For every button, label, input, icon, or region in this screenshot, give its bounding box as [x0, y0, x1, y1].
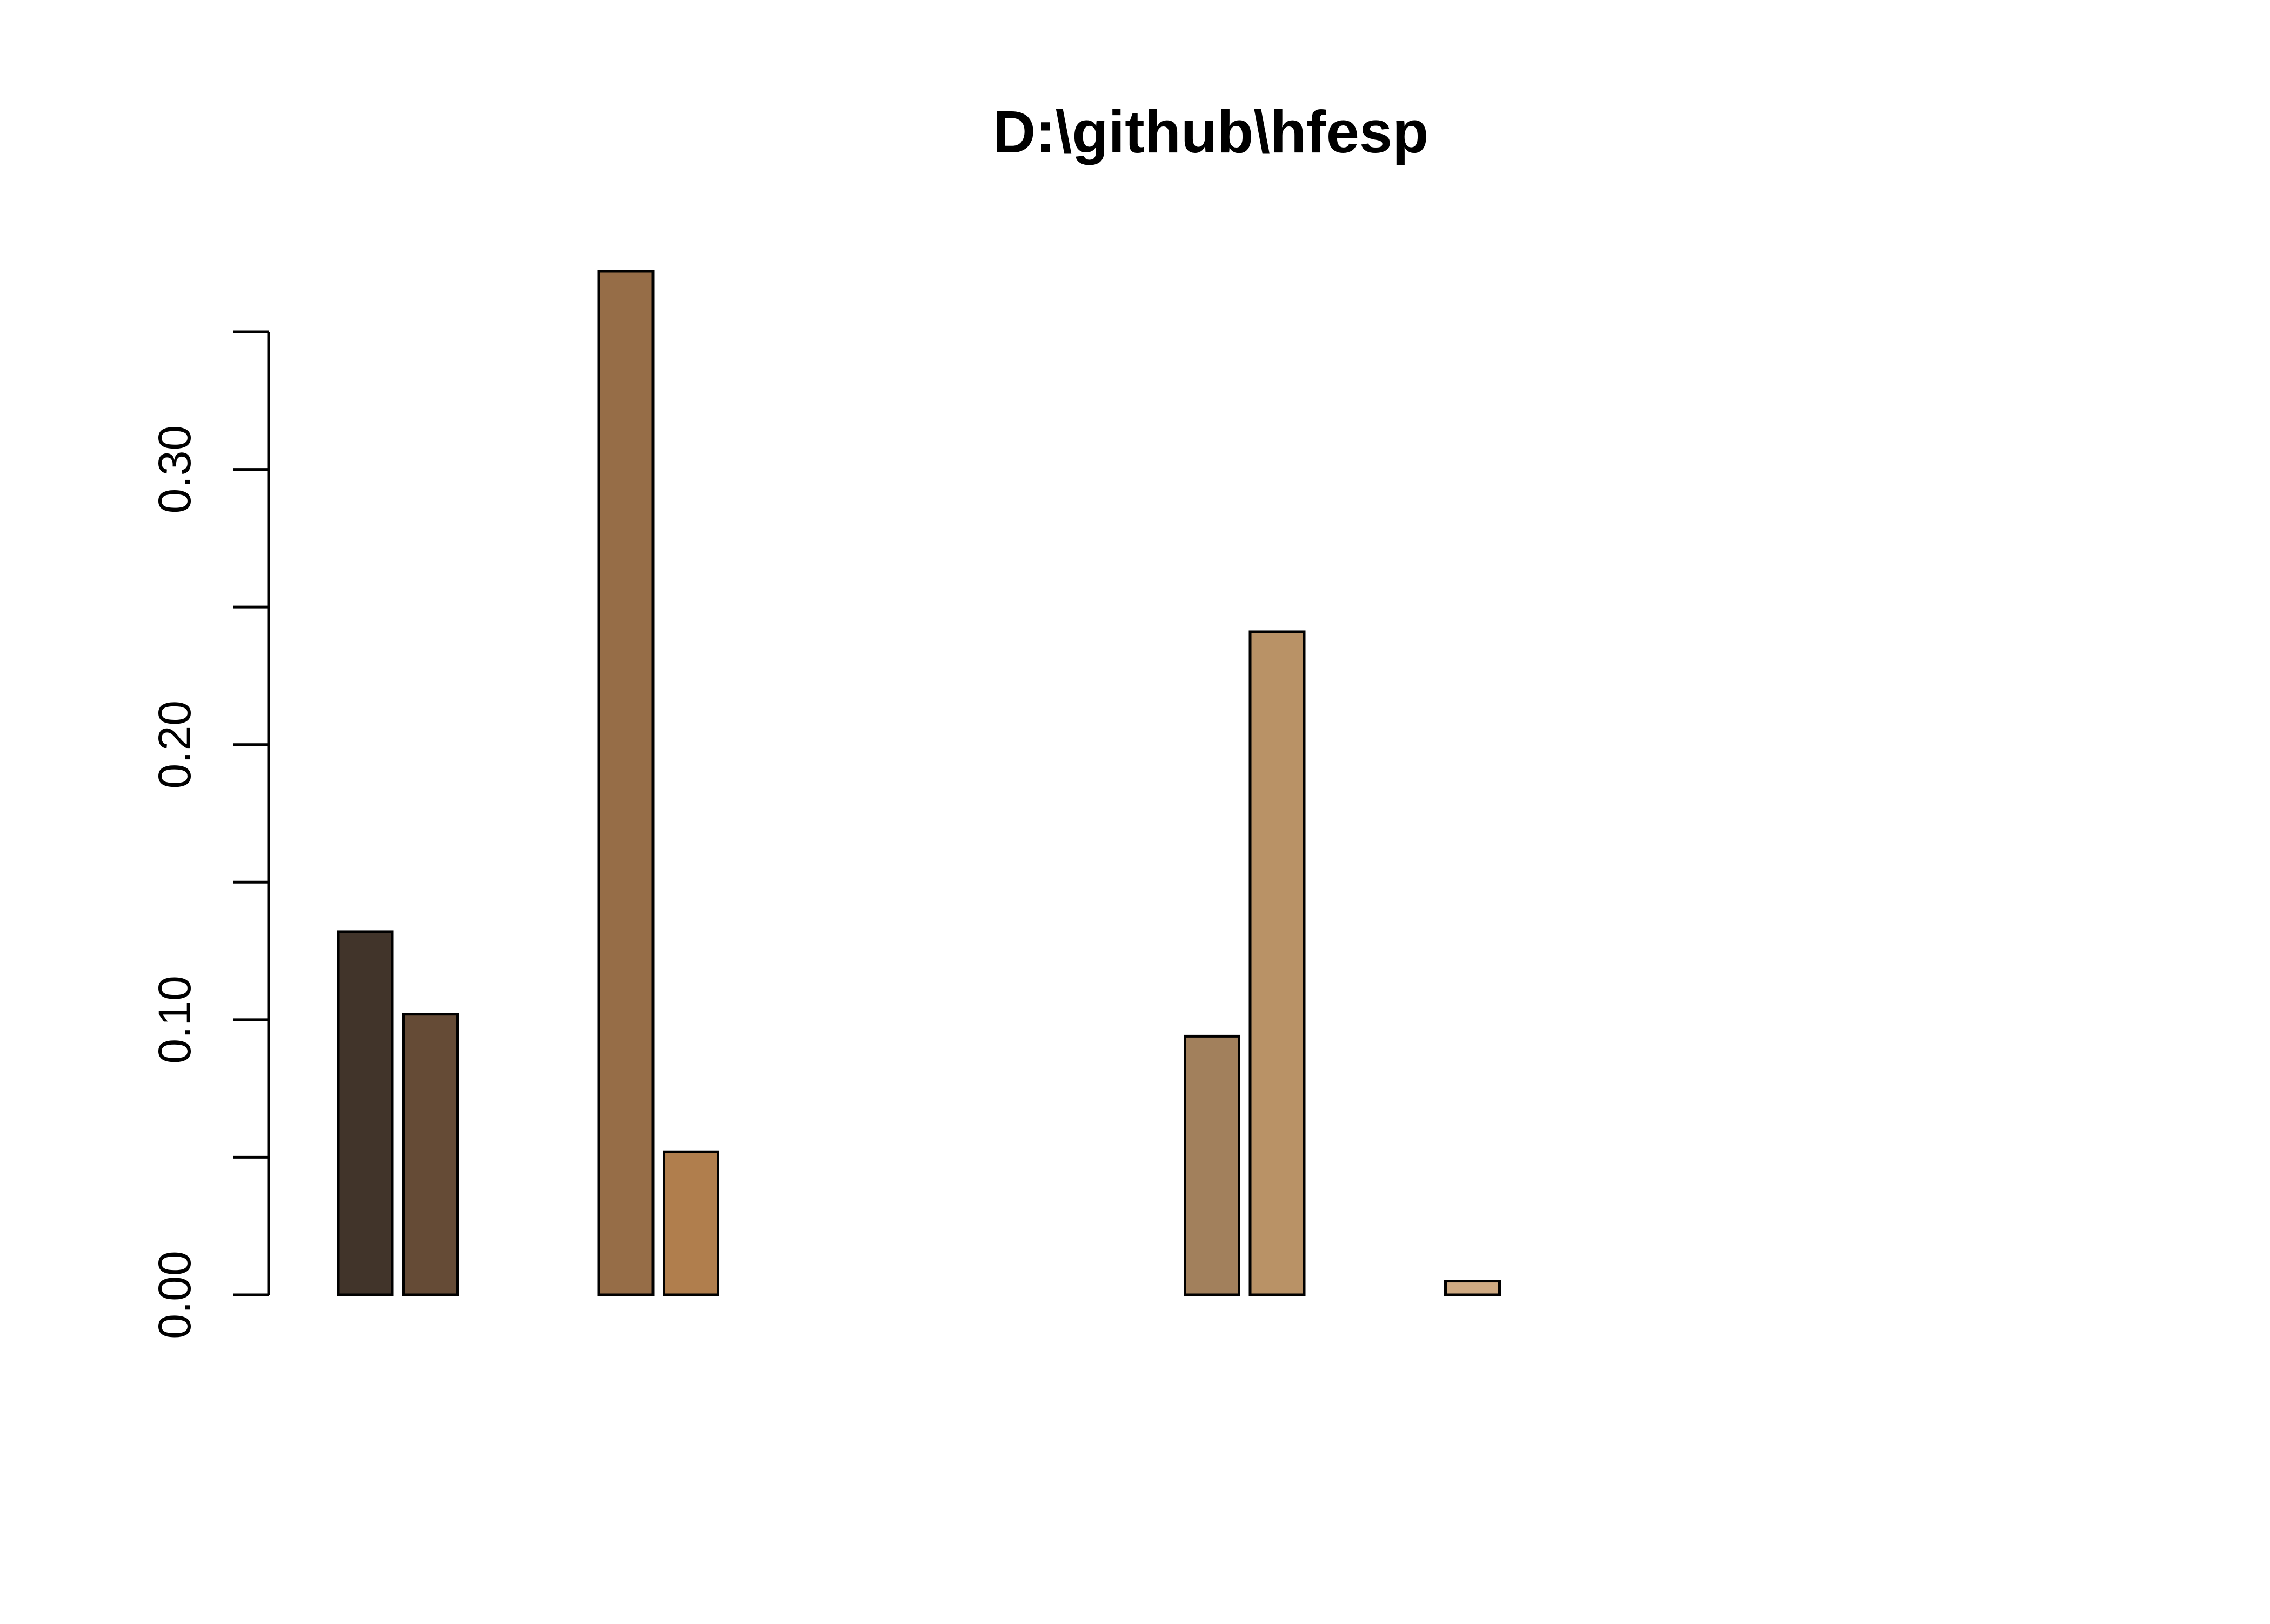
- bar: [337, 930, 394, 1296]
- y-tick-label: 0.10: [149, 975, 200, 1064]
- bar: [1248, 630, 1306, 1296]
- chart-title: D:\github\hfesp: [993, 99, 1429, 165]
- bar: [1184, 1034, 1240, 1296]
- y-tick-label: 0.20: [149, 700, 200, 789]
- y-tick-label: 0.00: [149, 1251, 200, 1339]
- bar: [663, 1150, 719, 1296]
- bar: [402, 1013, 459, 1296]
- y-axis: 0.00 0.10 0.20 0.30: [149, 330, 270, 1339]
- bar: [1444, 1280, 1501, 1296]
- bars-group: [337, 270, 1501, 1296]
- y-tick-label: 0.30: [149, 425, 200, 514]
- bar: [597, 270, 655, 1296]
